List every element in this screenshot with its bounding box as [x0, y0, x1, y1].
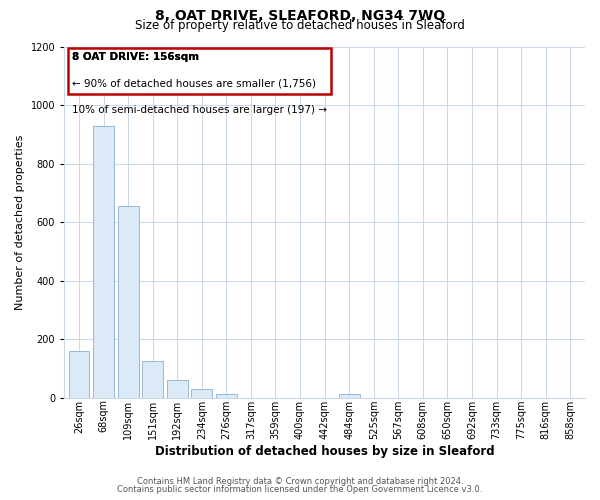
Bar	[216, 394, 237, 398]
Text: 10% of semi-detached houses are larger (197) →: 10% of semi-detached houses are larger (…	[72, 104, 327, 115]
Bar	[93, 126, 114, 398]
Bar	[118, 206, 139, 398]
Text: 8 OAT DRIVE: 156sqm: 8 OAT DRIVE: 156sqm	[72, 52, 199, 62]
Text: ← 90% of detached houses are smaller (1,756): ← 90% of detached houses are smaller (1,…	[72, 78, 316, 88]
Y-axis label: Number of detached properties: Number of detached properties	[15, 134, 25, 310]
Bar	[68, 351, 89, 398]
Text: Size of property relative to detached houses in Sleaford: Size of property relative to detached ho…	[135, 19, 465, 32]
Text: Contains HM Land Registry data © Crown copyright and database right 2024.: Contains HM Land Registry data © Crown c…	[137, 477, 463, 486]
Bar	[167, 380, 188, 398]
Text: 8 OAT DRIVE: 156sqm: 8 OAT DRIVE: 156sqm	[72, 52, 199, 62]
X-axis label: Distribution of detached houses by size in Sleaford: Distribution of detached houses by size …	[155, 444, 494, 458]
Text: 8 OAT DRIVE: 156sqm
← 90% of detached houses are smaller (1,756)
10% of semi-det: 8 OAT DRIVE: 156sqm ← 90% of detached ho…	[72, 52, 327, 90]
Text: Contains public sector information licensed under the Open Government Licence v3: Contains public sector information licen…	[118, 484, 482, 494]
Bar	[142, 360, 163, 398]
Text: 8, OAT DRIVE, SLEAFORD, NG34 7WQ: 8, OAT DRIVE, SLEAFORD, NG34 7WQ	[155, 9, 445, 23]
Bar	[191, 390, 212, 398]
Bar	[339, 394, 359, 398]
